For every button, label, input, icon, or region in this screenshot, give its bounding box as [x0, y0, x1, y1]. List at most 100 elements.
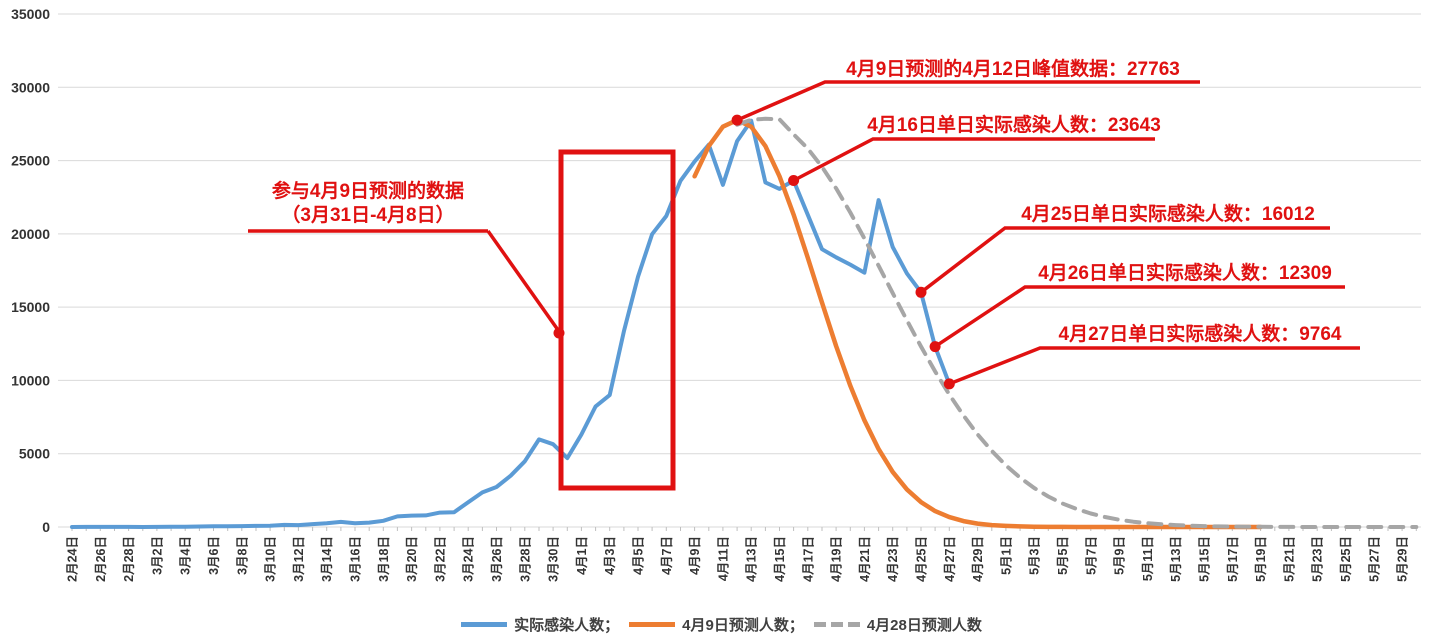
x-axis-tick-label: 4月7日: [660, 536, 674, 575]
annotation-leader-line: [948, 346, 1360, 386]
x-axis-tick-label: 3月30日: [547, 536, 561, 582]
annotation-apr16-23643: 4月16日单日实际感染人数：23643: [788, 113, 1161, 186]
y-axis-tick-label: 10000: [11, 372, 50, 388]
annotation-label: 4月9日预测的4月12日峰值数据：27763: [846, 57, 1180, 80]
x-axis-tick-label: 3月20日: [405, 536, 419, 582]
annotation-dot: [915, 286, 927, 298]
highlight-box-annotation: 参与4月9日预测的数据 （3月31日-4月8日）: [248, 179, 565, 339]
legend-item-actual: 实际感染人数；: [461, 614, 619, 635]
x-axis-tick-label: 2月28日: [122, 536, 136, 582]
x-axis-tick-label: 2月24日: [66, 536, 80, 582]
x-axis-tick-label: 5月13日: [1169, 536, 1183, 582]
x-axis-tick-label: 5月27日: [1367, 536, 1381, 582]
x-axis-tick-label: 2月26日: [94, 536, 108, 582]
x-axis-tick-label: 4月9日: [688, 536, 702, 575]
x-axis-tick-label: 4月21日: [858, 536, 872, 582]
annotation-apr26-12309: 4月26日单日实际感染人数：12309: [929, 261, 1345, 353]
y-axis-tick-label: 15000: [11, 299, 50, 315]
annotation-dot: [929, 341, 941, 353]
annotation-leader-line: [736, 80, 1200, 122]
y-axis-labels: 0 5000 10000 15000 20000 25000 30000 35000: [11, 6, 50, 535]
x-axis-tick-label: 3月10日: [264, 536, 278, 582]
series-forecast-apr9-line: [692, 117, 1263, 530]
y-axis-tick-label: 5000: [19, 446, 50, 462]
x-axis-tick-label: 4月1日: [575, 536, 589, 575]
annotation-leader-line: [486, 229, 560, 332]
x-axis-tick-label: 5月7日: [1084, 536, 1098, 575]
legend-label-forecast-apr9: 4月9日预测人数；: [682, 616, 804, 634]
series-forecast-apr28-line: [735, 116, 1419, 529]
annotation-leader-line: [934, 285, 1345, 349]
x-axis-tick-label: 5月25日: [1339, 536, 1353, 582]
annotation-leader-line: [919, 226, 1330, 294]
legend-item-forecast-apr28: 4月28日预测人数: [813, 614, 982, 635]
x-axis-tick-label: 5月23日: [1311, 536, 1325, 582]
highlight-box: [558, 149, 676, 491]
annotation-dot: [553, 327, 565, 339]
annotation-apr25-16012: 4月25日单日实际感染人数：16012: [915, 202, 1330, 298]
annotation-leader-line: [792, 137, 1155, 183]
y-axis-tick-label: 0: [42, 519, 50, 535]
x-axis-labels: 2月24日 2月26日 2月28日 3月2日 3月4日 3月6日 3月8日 3月10日 3月12…: [66, 536, 1410, 582]
x-axis-tick-label: 4月25日: [915, 536, 929, 582]
x-axis-tick-label: 4月29日: [971, 536, 985, 582]
gridlines: [58, 13, 1421, 528]
x-axis-tick-label: 5月21日: [1282, 536, 1296, 582]
x-axis-tick-label: 3月26日: [490, 536, 504, 582]
x-axis-tick-label: 3月22日: [433, 536, 447, 582]
legend-swatch-actual: [461, 621, 508, 627]
x-axis-tick-label: 5月17日: [1226, 536, 1240, 582]
y-axis-tick-label: 30000: [11, 79, 50, 95]
y-axis-tick-label: 20000: [11, 226, 50, 242]
x-axis-tick-label: 4月11日: [716, 536, 730, 581]
x-axis-tick-label: 3月16日: [349, 536, 363, 582]
x-axis-tick-label: 3月6日: [207, 536, 221, 575]
legend-label-forecast-apr28: 4月28日预测人数: [866, 616, 982, 634]
series-actual-line: [70, 118, 952, 529]
x-axis-tick-label: 5月29日: [1396, 536, 1410, 582]
x-axis-tick-label: 3月14日: [320, 536, 334, 582]
x-axis-tick-label: 4月17日: [801, 536, 815, 582]
highlight-box-label-line1: 参与4月9日预测的数据: [272, 179, 464, 202]
annotation-label: 4月16日单日实际感染人数：23643: [867, 113, 1161, 136]
x-axis-tick-label: 3月28日: [518, 536, 532, 582]
x-axis-tick-label: 4月19日: [830, 536, 844, 582]
x-axis-tick-label: 4月27日: [943, 536, 957, 582]
highlight-box-label-line2: （3月31日-4月8日）: [281, 203, 454, 226]
legend-item-forecast-apr9: 4月9日预测人数；: [629, 614, 804, 635]
annotation-label: 4月25日单日实际感染人数：16012: [1021, 202, 1315, 225]
legend-swatch-forecast-apr28: [813, 621, 860, 627]
legend-swatch-forecast-apr9: [629, 621, 676, 627]
x-axis-tick-label: 3月4日: [179, 536, 193, 575]
x-axis-tick-label: 3月2日: [150, 536, 164, 575]
x-axis-tick-label: 5月9日: [1113, 536, 1127, 575]
chart-legend: 实际感染人数； 4月9日预测人数； 4月28日预测人数: [0, 611, 1443, 637]
annotation-peak-27763: 4月9日预测的4月12日峰值数据：27763: [731, 57, 1200, 126]
x-axis-tick-label: 4月15日: [773, 536, 787, 582]
annotation-label: 4月26日单日实际感染人数：12309: [1038, 261, 1332, 284]
x-axis-tick-label: 3月18日: [377, 536, 391, 582]
annotation-apr27-9764: 4月27日单日实际感染人数：9764: [943, 322, 1360, 390]
annotation-dot: [731, 114, 743, 126]
x-axis-tick-label: 3月8日: [235, 536, 249, 575]
annotation-dot: [943, 378, 955, 390]
x-axis-tick-label: 5月11日: [1141, 536, 1155, 581]
x-axis-tick-label: 4月23日: [886, 536, 900, 582]
x-axis-tick-label: 5月1日: [999, 536, 1013, 575]
x-axis-tick-label: 4月5日: [632, 536, 646, 575]
x-axis-tick-label: 3月24日: [462, 536, 476, 582]
x-axis-tick-label: 4月3日: [603, 536, 617, 575]
x-axis-tick-label: 4月13日: [745, 536, 759, 582]
x-axis-tick-label: 3月12日: [292, 536, 306, 582]
y-axis-tick-label: 35000: [11, 6, 50, 22]
x-axis-tick-label: 5月5日: [1056, 536, 1070, 575]
x-axis-tick-label: 5月19日: [1254, 536, 1268, 582]
y-axis-tick-label: 25000: [11, 153, 50, 169]
annotation-dot: [788, 175, 800, 186]
x-axis-tick-label: 5月3日: [1028, 536, 1042, 575]
legend-label-actual: 实际感染人数；: [514, 616, 620, 634]
x-axis-tick-label: 5月15日: [1198, 536, 1212, 582]
annotation-label: 4月27日单日实际感染人数：9764: [1059, 322, 1342, 345]
